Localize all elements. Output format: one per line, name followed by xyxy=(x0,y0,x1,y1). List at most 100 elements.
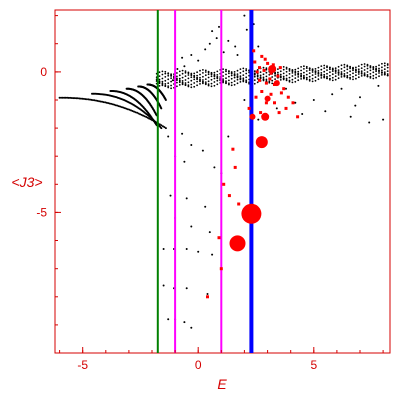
band-point xyxy=(305,65,308,68)
data-point xyxy=(181,132,184,135)
branch-curve-point xyxy=(133,110,135,113)
band-point xyxy=(300,69,302,72)
band-point xyxy=(326,69,328,71)
band-point xyxy=(311,68,314,70)
band-point xyxy=(366,71,369,73)
band-point xyxy=(233,73,236,75)
band-point xyxy=(164,83,167,85)
branch-curve-point xyxy=(148,117,151,120)
band-point xyxy=(236,78,239,81)
data-point xyxy=(206,293,209,295)
band-point xyxy=(242,70,245,73)
branch-curve-point xyxy=(142,114,145,117)
branch-curve-point xyxy=(85,98,88,101)
data-point xyxy=(204,205,207,208)
band-point xyxy=(271,76,274,78)
band-point xyxy=(161,73,164,76)
band-point xyxy=(242,74,245,76)
band-point xyxy=(326,72,328,75)
band-point xyxy=(282,75,285,78)
branch-curve-point xyxy=(78,97,81,100)
band-point xyxy=(196,74,199,77)
band-point xyxy=(375,65,377,68)
band-point xyxy=(164,76,167,78)
highlight-point xyxy=(271,63,275,67)
band-point xyxy=(253,82,256,85)
band-point xyxy=(187,85,190,88)
band-point xyxy=(288,70,291,72)
band-point xyxy=(297,79,300,82)
band-point xyxy=(181,80,184,82)
highlight-point xyxy=(222,182,226,186)
band-point xyxy=(297,70,300,73)
band-point xyxy=(381,69,383,72)
branch-curve-point xyxy=(114,104,117,107)
band-point xyxy=(199,73,201,76)
highlight-point xyxy=(296,115,300,119)
data-point xyxy=(185,197,188,200)
band-point xyxy=(285,74,288,77)
band-point xyxy=(323,73,326,76)
band-point xyxy=(334,72,337,74)
band-point xyxy=(343,66,346,69)
band-point xyxy=(265,75,268,78)
band-point xyxy=(386,70,389,72)
band-point xyxy=(265,71,268,74)
data-point xyxy=(208,231,211,234)
data-point xyxy=(382,118,385,121)
branch-curve-point xyxy=(143,115,146,118)
band-point xyxy=(210,85,213,88)
branch-curve-point xyxy=(63,96,66,99)
branch-curve-point xyxy=(126,108,129,111)
band-point xyxy=(320,72,323,74)
band-point xyxy=(323,64,326,67)
band-point xyxy=(222,75,225,77)
band-point xyxy=(360,63,363,66)
band-point xyxy=(228,83,230,86)
band-point xyxy=(256,74,259,77)
band-point xyxy=(352,72,354,75)
data-point xyxy=(275,107,278,110)
band-point xyxy=(317,70,320,72)
branch-curve-point xyxy=(66,96,69,99)
band-point xyxy=(228,70,230,72)
branch-curve-point xyxy=(164,99,167,101)
branch-curve-point xyxy=(61,96,64,99)
data-point xyxy=(312,99,315,101)
band-point xyxy=(210,75,213,78)
band-point xyxy=(210,71,213,74)
data-point xyxy=(301,113,304,115)
branch-curve-point xyxy=(160,107,163,110)
band-point xyxy=(300,72,302,75)
branch-curve-point xyxy=(67,96,70,99)
band-point xyxy=(369,73,372,75)
data-point xyxy=(171,79,174,82)
band-point xyxy=(303,65,305,68)
highlight-point xyxy=(282,87,286,91)
band-point xyxy=(265,68,268,71)
highlight-point xyxy=(278,66,282,70)
band-point xyxy=(297,76,300,78)
band-point xyxy=(225,70,227,73)
band-point xyxy=(360,72,363,74)
band-point xyxy=(187,81,190,84)
band-point xyxy=(294,70,297,73)
band-point xyxy=(245,79,248,82)
band-point xyxy=(213,84,216,87)
band-point xyxy=(305,70,308,72)
band-point xyxy=(213,77,216,80)
band-point xyxy=(360,75,363,77)
data-point xyxy=(162,284,165,287)
band-point xyxy=(196,71,199,74)
band-point xyxy=(317,66,320,69)
band-point xyxy=(210,82,213,85)
highlight-point xyxy=(219,267,223,271)
band-point xyxy=(352,69,354,72)
band-point xyxy=(314,76,317,79)
band-point xyxy=(158,71,161,74)
highlight-circle xyxy=(241,203,262,224)
band-point xyxy=(305,78,308,80)
data-point xyxy=(183,160,186,163)
band-point xyxy=(349,74,351,76)
band-point xyxy=(167,74,170,77)
